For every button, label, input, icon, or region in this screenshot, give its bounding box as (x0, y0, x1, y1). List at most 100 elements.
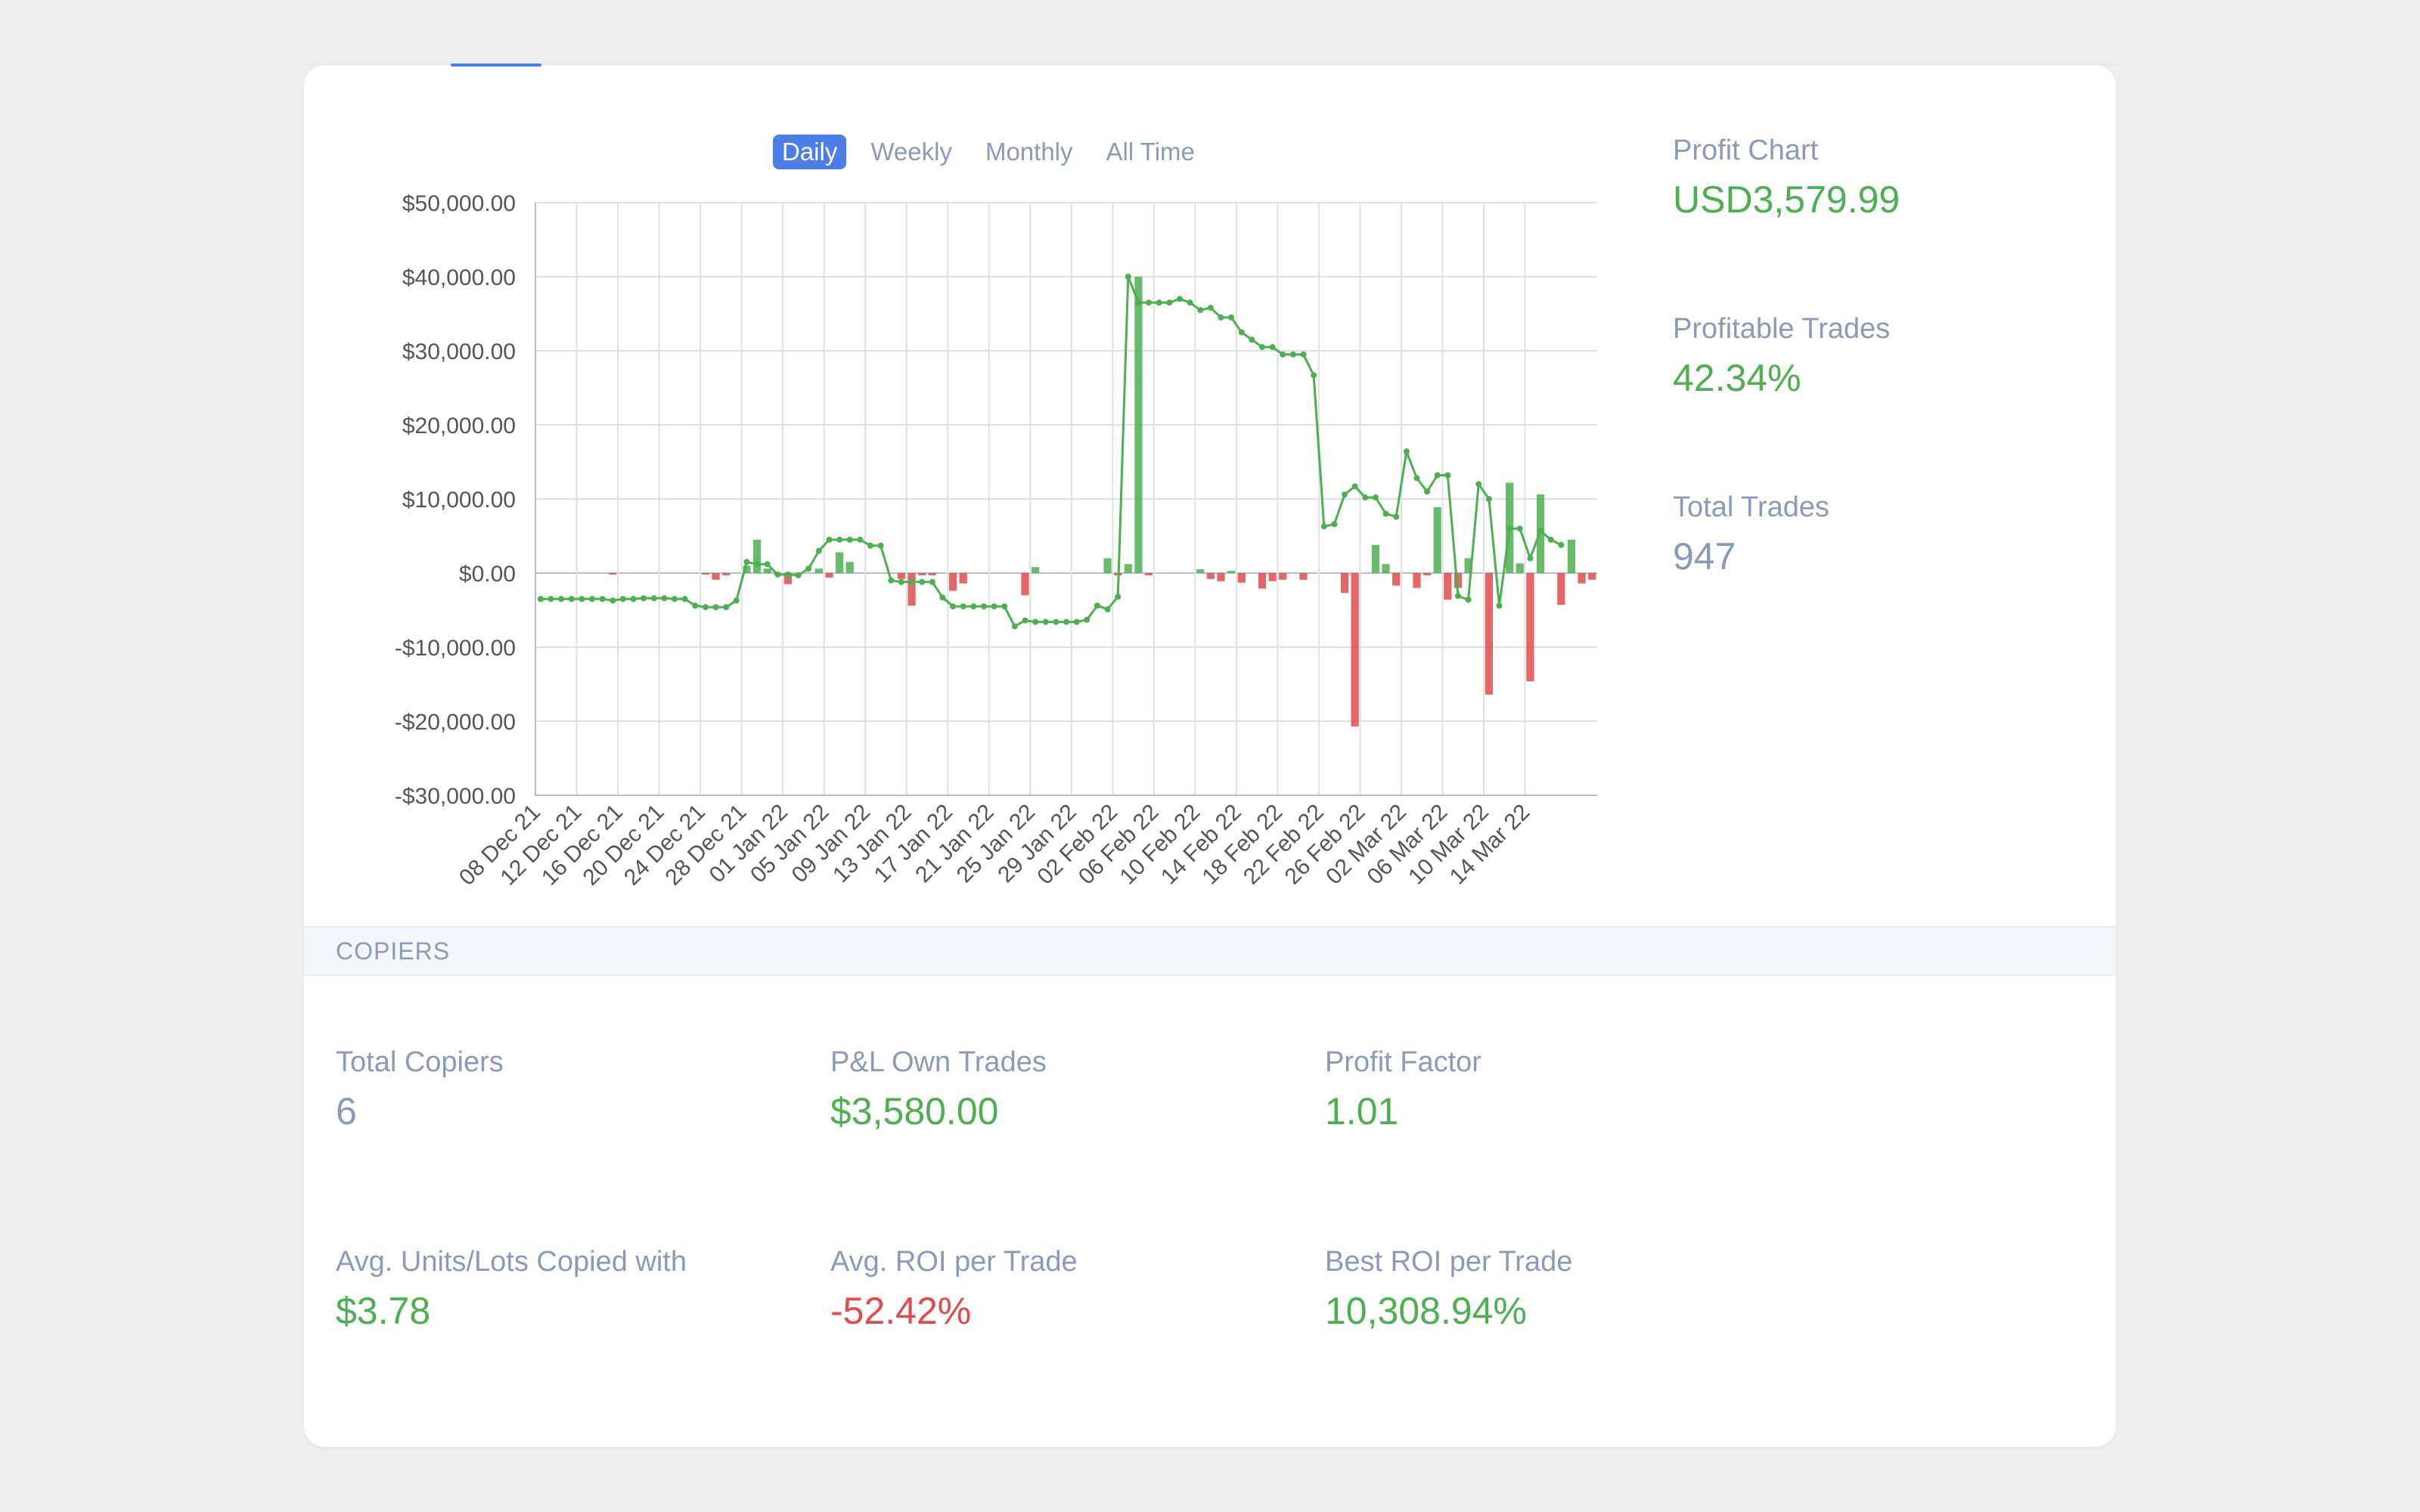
line-point (733, 597, 740, 604)
profit-bar (814, 569, 823, 573)
line-point (1125, 274, 1131, 280)
line-point (836, 536, 843, 543)
profit-bar (928, 573, 936, 575)
line-point (1218, 314, 1224, 321)
profit-bar (763, 569, 771, 573)
profit-bar (1299, 573, 1308, 580)
line-point (641, 595, 647, 602)
profit-bar (1124, 564, 1132, 573)
profit-bar (701, 573, 710, 575)
line-point (702, 604, 709, 611)
line-point (588, 596, 595, 603)
line-point (1187, 299, 1193, 306)
period-weekly-button[interactable]: Weekly (870, 138, 952, 166)
line-point (1032, 618, 1039, 625)
y-tick-label: -$30,000.00 (395, 784, 516, 809)
period-alltime-button[interactable]: All Time (1106, 138, 1195, 166)
avg-roi-stat: Avg. ROI per Trade -52.42% (830, 1246, 1078, 1333)
line-point (1465, 596, 1472, 603)
line-point (1115, 593, 1122, 600)
line-point (846, 536, 853, 543)
profit-bar (1217, 573, 1225, 581)
line-point (1238, 329, 1245, 336)
profit-chart-stat: Profit Chart USD3,579.99 (1673, 135, 1900, 222)
line-point (1207, 305, 1214, 311)
line-point (537, 596, 544, 603)
line-point (939, 594, 946, 601)
line-point (1063, 618, 1069, 625)
line-point (857, 536, 864, 543)
line-point (1280, 351, 1286, 358)
copiers-section-title: COPIERS (336, 937, 451, 965)
profit-bar (1382, 564, 1390, 573)
line-point (1320, 523, 1327, 530)
profit-bar (1103, 558, 1112, 573)
line-point (1362, 494, 1369, 501)
profit-bar (1340, 573, 1349, 593)
pl-own-trades-value: $3,580.00 (830, 1090, 999, 1132)
line-point (1094, 603, 1100, 609)
line-point (1382, 510, 1389, 517)
profit-bar (1206, 573, 1215, 579)
profit-bar (1144, 573, 1153, 575)
line-point (723, 604, 730, 611)
line-point (877, 542, 884, 549)
line-point (1228, 314, 1235, 321)
line-point (826, 536, 833, 543)
line-point (650, 595, 657, 602)
line-point (1166, 299, 1173, 306)
line-point (672, 596, 678, 603)
line-point (888, 577, 895, 584)
line-point (568, 596, 575, 603)
profit-bar (948, 573, 957, 591)
profit-bar (959, 573, 967, 584)
total-copiers-value: 6 (336, 1090, 357, 1132)
line-point (1022, 617, 1028, 624)
period-monthly-button[interactable]: Monthly (985, 138, 1073, 166)
total-trades-stat: Total Trades 947 (1673, 491, 1829, 578)
line-point (1496, 603, 1503, 609)
line-point (1269, 344, 1276, 351)
profit-bar (1454, 573, 1463, 588)
pl-own-trades-label: P&L Own Trades (830, 1046, 1047, 1078)
line-point (1547, 536, 1554, 543)
profit-bar (1134, 277, 1143, 573)
line-point (970, 603, 977, 610)
total-trades-label: Total Trades (1673, 491, 1829, 523)
profit-bar (609, 573, 617, 575)
line-point (1506, 525, 1513, 532)
profit-factor-stat: Profit Factor 1.01 (1325, 1046, 1481, 1133)
avg-units-stat: Avg. Units/Lots Copied with $3.78 (336, 1246, 687, 1333)
y-tick-label: $40,000.00 (402, 265, 516, 290)
line-point (1372, 494, 1379, 501)
line-point (919, 578, 926, 585)
best-roi-value: 10,308.94% (1325, 1290, 1527, 1332)
profit-bar (918, 573, 926, 575)
profit-bar (1351, 573, 1359, 727)
line-point (784, 571, 791, 578)
line-point (754, 561, 761, 568)
line-point (1403, 448, 1410, 455)
profit-factor-label: Profit Factor (1325, 1046, 1481, 1078)
profit-bar (1464, 558, 1472, 573)
line-point (1197, 307, 1204, 314)
line-point (1053, 618, 1060, 625)
profitable-trades-stat: Profitable Trades 42.34% (1673, 313, 1890, 400)
line-point (1342, 491, 1348, 498)
profit-bar (1031, 567, 1040, 573)
line-point (1454, 593, 1461, 600)
y-tick-label: $20,000.00 (402, 414, 516, 438)
line-point (805, 565, 812, 572)
line-point (661, 595, 668, 602)
period-daily-button[interactable]: Daily (773, 135, 847, 169)
profit-chart-label: Profit Chart (1673, 135, 1819, 166)
main-card (304, 65, 2116, 1447)
profit-bar (1485, 573, 1493, 695)
avg-roi-value: -52.42% (830, 1290, 972, 1332)
line-point (1434, 472, 1441, 479)
line-point (1011, 623, 1018, 630)
line-point (558, 596, 565, 603)
profit-bar (712, 573, 720, 580)
line-point (1485, 496, 1492, 502)
avg-units-value: $3.78 (336, 1290, 431, 1332)
